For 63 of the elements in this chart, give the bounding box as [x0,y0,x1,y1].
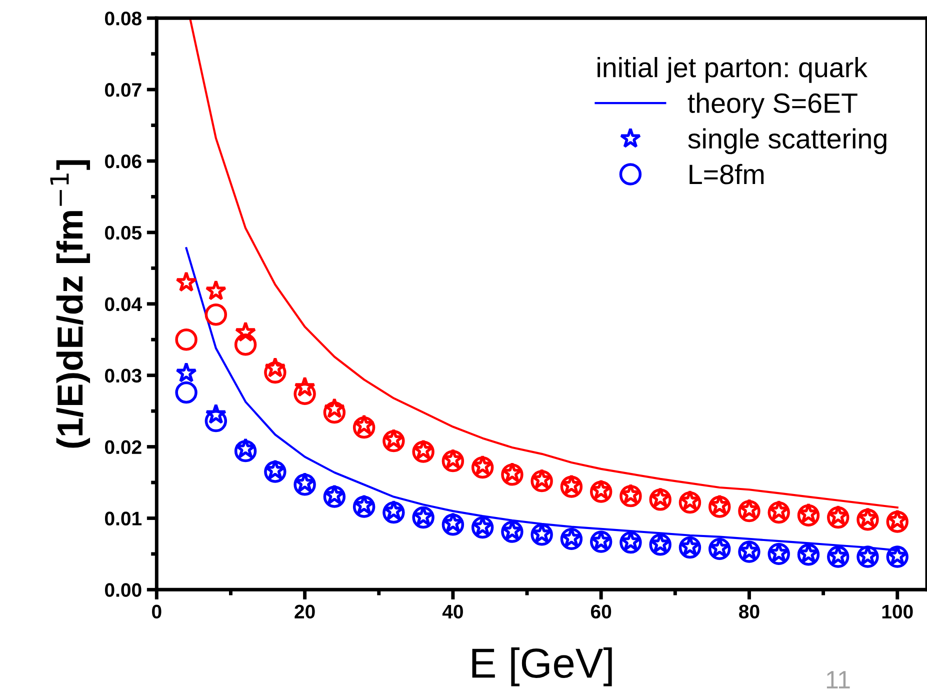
y-tick-label: 0.06 [105,154,142,168]
point [678,491,702,514]
point [294,382,316,406]
point [234,438,256,458]
legend-title: initial jet parton: quark [598,57,868,83]
x-tick-label: 60 [590,604,612,619]
y-tick-label: 0.00 [105,583,142,597]
point [382,430,405,452]
x-tick-label: 40 [442,604,463,619]
point [353,414,375,435]
point [264,361,286,384]
legend-label: theory S=6ET [688,92,858,119]
x-axis-title: E [GeV] [472,647,612,686]
point [768,501,790,524]
point [205,404,227,424]
point [620,484,642,504]
point [176,271,197,292]
point [323,401,346,424]
legend-label: single scattering [688,128,886,154]
point [620,484,642,508]
point [294,474,316,496]
y-tick-label: 0.01 [105,512,142,526]
x-tick-label: 0 [152,604,162,619]
y-tick-label: 0.02 [105,440,142,454]
point [856,508,879,531]
y-tick-label: 0.03 [105,368,142,383]
point [738,498,760,519]
text: 11 [826,671,850,688]
point [530,470,553,492]
point [204,303,228,326]
legend-label: L=8fm [690,164,764,184]
y-tick-label: 0.05 [105,226,142,240]
point [501,464,524,486]
point [827,506,850,529]
x-tick-label: 100 [882,604,913,619]
point [264,357,286,378]
point [175,328,198,351]
point [234,440,257,462]
y-axis-title: (1/E)dE/dz [fm$^{−1}$] [50,160,90,448]
point [175,381,198,404]
point [768,500,790,520]
point [531,468,552,489]
point [471,456,494,479]
point [324,398,346,418]
point [205,280,227,300]
point [382,501,405,524]
y-tick-label: 0.08 [105,12,142,26]
point [442,514,464,536]
point [204,410,228,432]
point [383,500,404,520]
y-tick-label: 0.04 [105,297,142,312]
point [234,321,256,342]
point [442,450,464,472]
point [649,488,672,511]
point [234,334,257,356]
x-tick-label: 20 [294,604,315,619]
x-tick-label: 80 [739,604,760,619]
point [352,416,376,439]
point [176,362,197,382]
y-tick-label: 0.07 [105,83,142,97]
point [383,428,404,449]
point [738,500,760,522]
point [294,376,316,397]
